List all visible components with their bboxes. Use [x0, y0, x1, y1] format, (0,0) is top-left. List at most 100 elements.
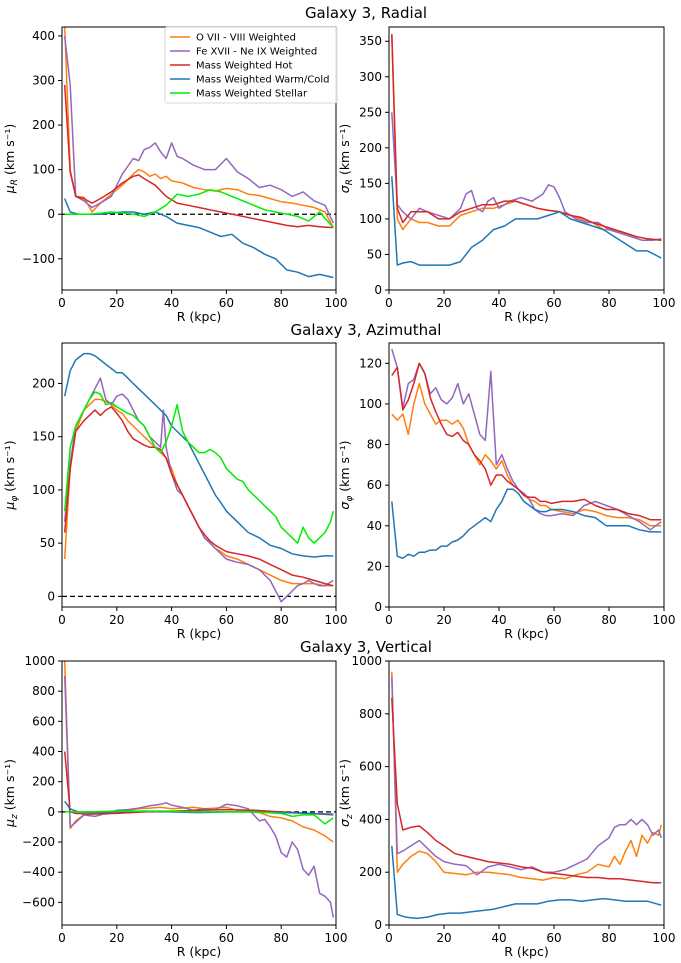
azimuthal-dispersion-panel: 0 20 40 60 80 100 0 20 40 60 80 100 120 R (kpc) σφ (km… [337, 342, 676, 641]
y-label-unit: (km s⁻¹) [337, 124, 352, 179]
x-tick-label: 100 [653, 296, 676, 310]
series-line-fe-xvii-ne-ix-weighted [63, 676, 335, 918]
y-tick-label: 1000 [24, 654, 55, 668]
x-tick-label: 20 [109, 613, 124, 627]
x-tick-label: 80 [601, 931, 616, 945]
y-tick-label: 50 [367, 247, 382, 261]
y-tick-label: 40 [367, 519, 382, 533]
series-line-fe-xvii-ne-ix-weighted [391, 112, 662, 241]
y-tick-label: 60 [367, 478, 382, 492]
series-line-mass-weighted-hot [63, 406, 334, 587]
x-tick-label: 80 [274, 931, 289, 945]
y-tick-label: 350 [359, 34, 382, 48]
y-label-symbol: μ [2, 819, 17, 828]
axes-frame [388, 660, 665, 926]
series-line-mass-weighted-warm-cold [391, 488, 662, 560]
y-label-subscript: z [10, 814, 20, 820]
series-group [391, 671, 663, 920]
x-tick-label: 0 [58, 296, 66, 310]
y-label-unit: (km s⁻¹) [2, 759, 17, 814]
x-tick-label: 60 [219, 931, 234, 945]
row-title-azimuthal: Galaxy 3, Azimuthal [291, 321, 442, 339]
x-tick-label: 60 [546, 296, 561, 310]
radial-mean-panel: 0 20 40 60 80 100 −100 0 100 200 300 400 R (kpc) μR (… [2, 26, 347, 324]
y-tick-label: 200 [32, 775, 55, 789]
x-tick-label: 100 [653, 613, 676, 627]
x-tick-label: 100 [653, 931, 676, 945]
y-tick-label: 120 [359, 356, 382, 370]
y-tick-label: 0 [47, 207, 55, 221]
y-tick-label: 0 [374, 283, 382, 297]
y-tick-label: 150 [32, 430, 55, 444]
y-tick-label: 100 [32, 163, 55, 177]
x-tick-label: 100 [325, 613, 348, 627]
y-label-subscript: R [10, 179, 20, 185]
x-tick-label: 80 [274, 296, 289, 310]
series-group [391, 348, 662, 560]
y-tick-label: 600 [32, 714, 55, 728]
x-tick-label: 40 [164, 613, 179, 627]
y-tick-label: 0 [374, 918, 382, 932]
x-tick-label: 40 [491, 296, 506, 310]
y-tick-label: 200 [359, 141, 382, 155]
series-line-mass-weighted-warm-cold [391, 176, 662, 266]
y-tick-label: 400 [32, 745, 55, 759]
y-label-unit: (km s⁻¹) [337, 759, 352, 814]
y-tick-label: 200 [32, 376, 55, 390]
series-line-o-vii-viii-weighted [63, 661, 334, 843]
y-axis-label: σφ (km s⁻¹) [337, 440, 355, 509]
x-tick-label: 60 [219, 296, 234, 310]
y-tick-label: 100 [359, 397, 382, 411]
axes-frame [61, 660, 337, 926]
legend-label: Mass Weighted Warm/Cold [196, 75, 330, 86]
y-axis-label: σz (km s⁻¹) [337, 759, 355, 827]
y-label-subscript: φ [10, 496, 20, 502]
series-line-mass-weighted-warm-cold [63, 352, 334, 558]
legend: O VII - VIII Weighted Fe XVII - Ne IX We… [164, 26, 338, 104]
y-label-symbol: μ [2, 185, 17, 194]
y-axis-label: μφ (km s⁻¹) [2, 440, 20, 510]
y-label-symbol: σ [337, 184, 352, 193]
x-tick-label: 20 [436, 613, 451, 627]
y-tick-label: 300 [359, 70, 382, 84]
series-line-o-vii-viii-weighted [63, 398, 334, 587]
x-axis-label: R (kpc) [177, 626, 221, 641]
azimuthal-mean-panel: 0 20 40 60 80 100 0 50 100 150 200 R (kpc) μφ (km s⁻… [2, 342, 348, 641]
x-tick-label: 0 [58, 931, 66, 945]
legend-frame [164, 26, 338, 104]
y-tick-label: 0 [47, 589, 55, 603]
y-label-symbol: σ [337, 818, 352, 827]
x-tick-label: 20 [109, 296, 124, 310]
row-title-radial: Galaxy 3, Radial [305, 4, 427, 22]
legend-label: Mass Weighted Hot [196, 61, 293, 72]
x-axis-label: R (kpc) [504, 944, 548, 959]
legend-label: Mass Weighted Stellar [196, 89, 308, 100]
y-tick-label: 400 [359, 812, 382, 826]
vertical-mean-panel: 0 20 40 60 80 100 −600 −400 −200 0 200 400 600 800 100… [2, 654, 347, 959]
series-line-o-vii-viii-weighted [391, 382, 662, 527]
x-tick-label: 40 [164, 296, 179, 310]
y-label-unit: (km s⁻¹) [2, 440, 17, 495]
x-tick-label: 40 [491, 613, 506, 627]
y-tick-label: 0 [47, 805, 55, 819]
series-line-o-vii-viii-weighted [391, 671, 663, 881]
y-tick-label: 20 [367, 559, 382, 573]
y-tick-label: −400 [22, 865, 55, 879]
series-line-mass-weighted-hot [391, 697, 662, 884]
series-group [63, 27, 334, 279]
x-tick-label: 0 [385, 613, 393, 627]
y-label-unit: (km s⁻¹) [2, 124, 17, 179]
y-label-subscript: R [345, 179, 355, 185]
series-line-mass-weighted-stellar [63, 391, 335, 544]
y-axis-label: σR (km s⁻¹) [337, 124, 355, 193]
series-line-mass-weighted-hot [391, 362, 662, 521]
x-tick-label: 60 [546, 613, 561, 627]
y-label-unit: (km s⁻¹) [337, 440, 352, 495]
y-tick-label: 300 [32, 73, 55, 87]
y-tick-label: 80 [367, 438, 382, 452]
y-axis-label: μR (km s⁻¹) [2, 124, 20, 194]
series-line-fe-xvii-ne-ix-weighted [391, 676, 663, 876]
y-tick-label: 100 [32, 483, 55, 497]
y-label-symbol: σ [337, 501, 352, 510]
series-group [63, 352, 335, 603]
